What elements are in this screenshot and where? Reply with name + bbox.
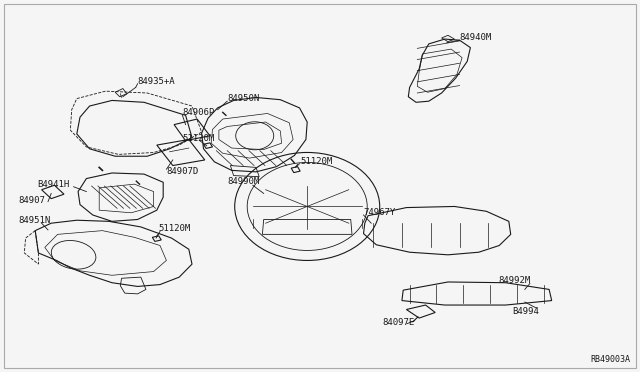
Text: 84906P: 84906P xyxy=(182,108,214,117)
Text: 51120M: 51120M xyxy=(159,224,191,232)
Text: 84935+A: 84935+A xyxy=(138,77,175,86)
Text: 84951N: 84951N xyxy=(18,216,50,225)
Text: 84097E: 84097E xyxy=(383,318,415,327)
Text: 51120M: 51120M xyxy=(182,134,214,143)
Text: 84940M: 84940M xyxy=(460,33,492,42)
Text: 84907D: 84907D xyxy=(166,167,198,176)
Text: 84907: 84907 xyxy=(18,196,45,205)
Text: 84950N: 84950N xyxy=(227,94,259,103)
Text: 84990M: 84990M xyxy=(227,177,259,186)
Text: 74967Y: 74967Y xyxy=(364,208,396,217)
Text: 84992M: 84992M xyxy=(498,276,530,285)
Text: B4941H: B4941H xyxy=(37,180,69,189)
Text: RB49003A: RB49003A xyxy=(590,355,630,364)
Text: 51120M: 51120M xyxy=(301,157,333,166)
Text: B4994: B4994 xyxy=(512,307,539,316)
